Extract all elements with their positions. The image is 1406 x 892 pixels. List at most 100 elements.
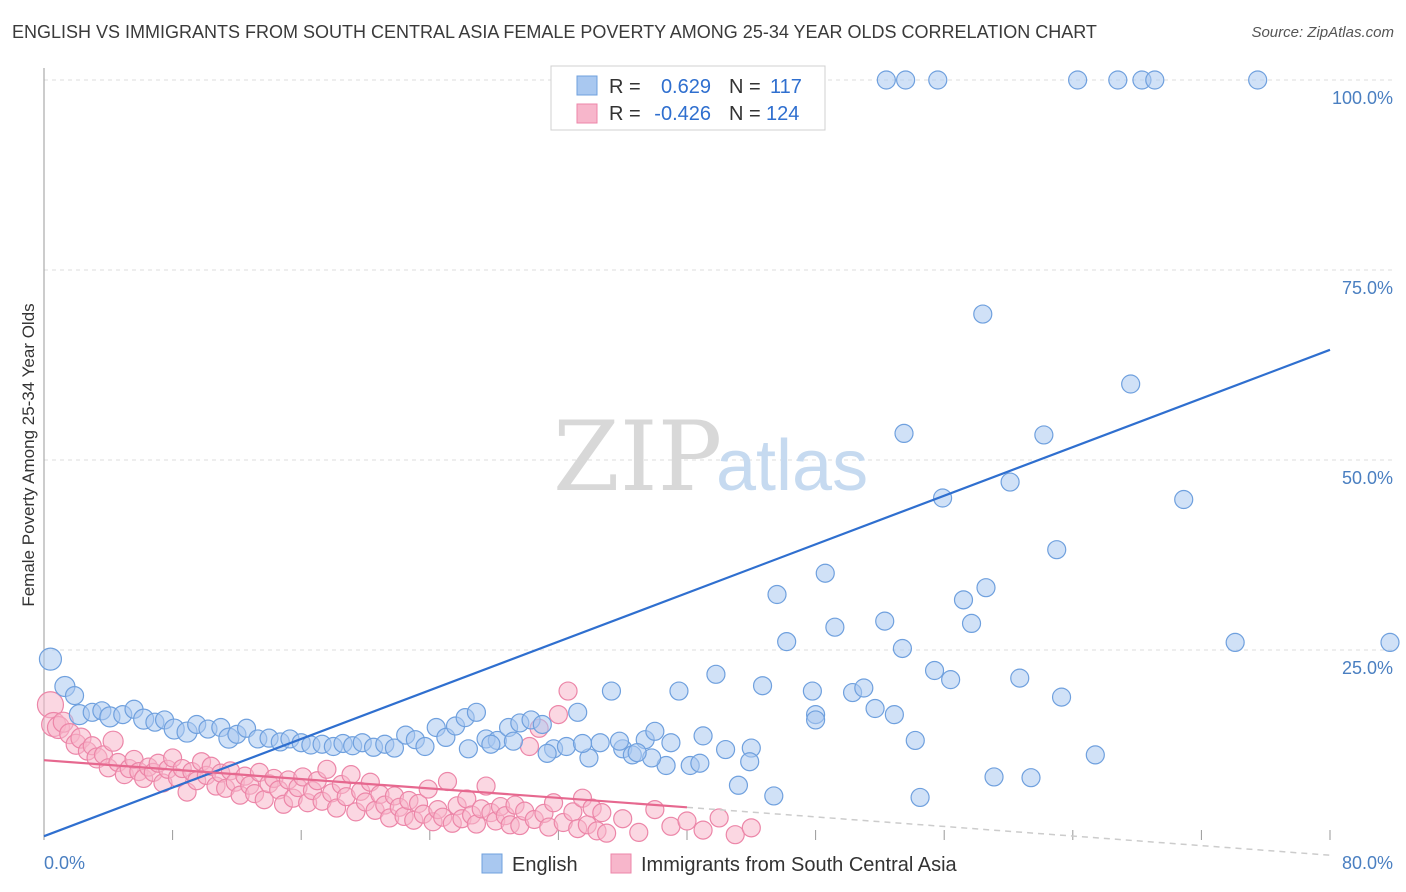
data-point (690, 753, 710, 773)
legend-n-label: N = (729, 103, 761, 125)
legend-r-value: -0.426 (654, 103, 711, 125)
data-point (984, 767, 1004, 787)
data-point (572, 733, 593, 754)
data-point (677, 811, 697, 831)
legend-bottom: English Immigrants from South Central As… (481, 853, 958, 876)
data-point (910, 787, 930, 808)
data-point (976, 578, 996, 598)
data-point (503, 731, 523, 751)
data-point (669, 681, 689, 701)
data-point (597, 823, 617, 843)
data-point (661, 733, 681, 753)
data-point (777, 632, 797, 652)
data-point (556, 736, 577, 757)
data-point (693, 820, 713, 840)
data-point (706, 664, 726, 684)
data-point (519, 736, 540, 757)
data-point (973, 304, 993, 324)
data-point (741, 818, 761, 838)
data-point (802, 681, 822, 701)
data-point (627, 742, 647, 763)
data-point (476, 776, 496, 796)
data-point (1174, 489, 1194, 510)
data-point (548, 704, 569, 725)
y-tick-label: 100.0% (1332, 88, 1393, 108)
data-point (1145, 70, 1165, 90)
watermark-zip: ZIP (553, 401, 722, 513)
data-point (767, 584, 787, 605)
data-point (415, 736, 435, 757)
data-point (854, 678, 874, 698)
data-point (1225, 632, 1245, 653)
y-axis-label: Female Poverty Among 25-34 Year Olds (19, 303, 38, 606)
data-point (629, 822, 649, 843)
data-point (1010, 668, 1030, 688)
data-point (715, 739, 736, 760)
data-point (709, 808, 729, 828)
x-axis-ticks (43, 830, 1331, 840)
points-immigrants (36, 681, 761, 845)
data-point (815, 563, 835, 583)
data-point (592, 803, 612, 823)
data-point (924, 660, 945, 681)
data-point (437, 771, 458, 792)
legend-r-label: R = (609, 103, 641, 125)
data-point (481, 734, 501, 754)
chart-title: ENGLISH VS IMMIGRANTS FROM SOUTH CENTRAL… (12, 22, 1097, 42)
data-point (865, 698, 885, 719)
data-point (613, 809, 633, 829)
data-point (876, 70, 896, 90)
data-point (1108, 70, 1128, 90)
trendlines (43, 348, 1331, 856)
data-point (825, 617, 845, 637)
data-point (341, 765, 361, 785)
gridlines (44, 79, 1392, 651)
legend-bottom-immigrants: Immigrants from South Central Asia (641, 854, 958, 876)
data-point (896, 70, 916, 90)
data-point (740, 752, 760, 772)
trendline-immigrants-extension (686, 806, 1331, 856)
y-tick-label: 25.0% (1342, 658, 1393, 678)
watermark: ZIP atlas (553, 401, 868, 513)
data-point (1047, 540, 1067, 560)
legend-n-value: 117 (770, 76, 802, 98)
data-point (1051, 687, 1072, 707)
data-point (884, 704, 904, 725)
data-point (64, 685, 85, 706)
data-point (961, 613, 982, 634)
data-point (609, 731, 630, 751)
legend-swatch-immigrants (576, 103, 598, 124)
data-point (102, 730, 124, 752)
data-point (928, 70, 948, 90)
x-tick-label: 0.0% (44, 853, 85, 873)
data-point (558, 681, 578, 701)
data-point (1068, 70, 1088, 90)
data-point (875, 611, 895, 631)
data-point (38, 647, 63, 671)
y-tick-label: 50.0% (1342, 468, 1393, 488)
data-point (661, 816, 681, 836)
y-tick-labels: 25.0% 50.0% 75.0% 100.0% (1332, 88, 1393, 678)
data-point (725, 825, 745, 845)
data-point (458, 739, 478, 759)
legend-top: R = 0.629 N = 117 R = -0.426 N = 124 (550, 65, 826, 131)
legend-swatch-english (576, 75, 598, 96)
x-tick-labels: 0.0% 80.0% (44, 853, 1393, 873)
data-point (805, 710, 826, 730)
data-point (601, 681, 622, 701)
data-point (764, 786, 784, 806)
data-point (1248, 70, 1268, 90)
data-point (941, 670, 961, 690)
data-point (953, 590, 974, 610)
legend-r-value: 0.629 (661, 76, 711, 98)
data-point (693, 726, 713, 746)
data-point (1380, 632, 1400, 653)
data-point (384, 738, 405, 758)
data-point (466, 702, 487, 722)
x-tick-label: 80.0% (1342, 853, 1393, 873)
data-point (752, 676, 773, 696)
data-point (905, 730, 925, 751)
data-point (532, 714, 552, 735)
data-point (1034, 425, 1054, 445)
